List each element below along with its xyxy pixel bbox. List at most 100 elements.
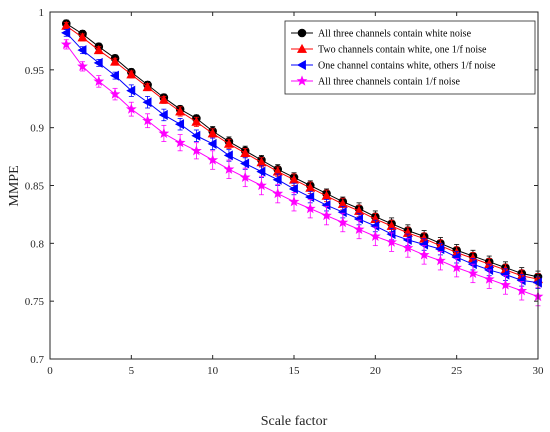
legend-marker [296,43,308,53]
data-point [174,137,186,148]
data-point [125,103,137,114]
data-point [402,242,414,253]
data-point [158,109,168,120]
data-point [288,183,298,194]
series-4 [60,38,544,307]
data-point [451,252,461,263]
x-tick-label: 15 [289,365,301,377]
data-point [419,239,429,250]
data-point [240,147,251,158]
data-point [60,38,72,49]
data-point [223,163,235,174]
legend-label: Two channels contain white, one 1/f nois… [318,45,487,56]
data-point [77,32,88,42]
data-point [240,158,250,169]
x-tick-label: 10 [207,365,219,377]
data-point [142,97,152,108]
data-point [256,166,266,177]
data-point [272,174,282,185]
legend-marker [297,28,307,38]
data-point [451,261,463,273]
x-axis-title: Scale factor [261,414,328,429]
data-point [158,94,169,104]
data-point [191,116,202,126]
data-point [516,275,526,286]
series-layer [60,19,544,307]
legend-box [284,20,536,95]
data-point [191,130,201,141]
data-point [126,85,136,96]
data-point [93,75,105,86]
data-point [207,128,218,138]
legend-entry-2: Two channels contain white, one 1/f nois… [291,43,487,56]
data-point [370,220,380,231]
data-point [288,196,300,207]
y-tick-label: 0.75 [25,296,45,308]
data-point [61,27,71,38]
data-point [272,187,284,199]
data-point [77,45,87,56]
data-point [223,150,233,161]
data-point [256,179,267,191]
data-point [207,138,217,149]
y-tick-label: 0.8 [30,238,44,250]
data-point [239,171,251,182]
data-point [207,154,219,165]
data-point [337,216,349,228]
legend-marker [296,75,308,86]
data-point [110,56,121,66]
data-point [158,127,170,139]
data-point [418,249,430,260]
data-point [109,88,121,99]
data-point [175,106,186,116]
data-point [435,255,446,266]
data-point [483,273,495,284]
data-point [77,60,88,71]
legend-label: All three channels contain white noise [318,29,472,40]
legend-entry-4: All three channels contain 1/f noise [291,75,460,88]
data-point [337,207,347,218]
data-point [109,70,119,81]
legend-label: All three channels contain 1/f noise [318,77,460,88]
y-tick-label: 0.85 [25,181,45,193]
data-point [353,223,365,235]
y-axis-ticks: 0.7 0.75 0.8 0.85 0.9 0.95 1 [25,7,538,366]
data-point [321,209,332,221]
x-tick-label: 30 [533,365,545,377]
y-tick-label: 0.95 [25,65,45,77]
legend-marker [296,59,306,71]
x-tick-label: 20 [370,365,382,377]
data-point [93,45,104,55]
y-tick-label: 0.9 [30,123,44,135]
legend-label: One channel contains white, others 1/f n… [318,61,496,72]
data-point [386,229,396,240]
data-point [142,115,153,126]
data-point [223,138,234,148]
data-point [126,69,137,79]
data-point [321,200,331,211]
x-tick-label: 0 [47,365,53,377]
data-point [353,214,363,225]
data-point [386,236,397,247]
x-tick-label: 25 [451,365,463,377]
data-point [467,267,479,278]
data-point [191,145,202,156]
y-tick-label: 1 [39,7,45,19]
data-point [369,230,381,241]
legend-entry-3: One channel contains white, others 1/f n… [291,59,496,72]
data-point [175,119,185,130]
y-axis-title: MMPE [7,165,22,206]
data-point [304,202,316,214]
x-axis-ticks: 0 5 10 15 20 25 30 [47,12,544,377]
legend-entry-1: All three channels contain white noise [291,29,472,40]
data-point [402,234,412,245]
data-point [93,57,103,68]
x-tick-label: 5 [129,365,135,377]
y-tick-label: 0.7 [30,354,44,366]
data-point [500,269,510,280]
data-point [500,279,511,290]
data-point [142,82,153,92]
legend: All three channels contain white noise Tw… [284,20,536,95]
data-point [516,285,528,296]
